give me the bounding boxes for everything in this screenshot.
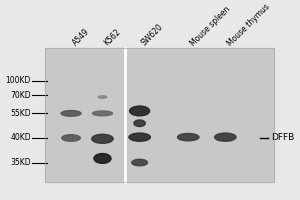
Text: 100KD: 100KD (6, 76, 31, 85)
Ellipse shape (178, 133, 199, 141)
Ellipse shape (92, 111, 112, 116)
Ellipse shape (62, 135, 80, 141)
Bar (45, 48, 274, 182)
Ellipse shape (61, 111, 81, 116)
Text: 70KD: 70KD (11, 91, 31, 100)
Text: Mouse spleen: Mouse spleen (188, 4, 232, 48)
Ellipse shape (92, 134, 113, 143)
Text: Mouse thymus: Mouse thymus (225, 2, 271, 48)
Ellipse shape (129, 133, 150, 141)
Text: K562: K562 (103, 28, 123, 48)
Ellipse shape (98, 96, 107, 98)
Text: DFFB: DFFB (271, 133, 294, 142)
Ellipse shape (215, 133, 236, 141)
Ellipse shape (134, 120, 145, 127)
Text: 35KD: 35KD (11, 158, 31, 167)
Ellipse shape (94, 154, 111, 163)
Text: SW620: SW620 (140, 22, 165, 48)
Ellipse shape (132, 159, 148, 166)
Ellipse shape (130, 106, 150, 116)
Text: 40KD: 40KD (11, 133, 31, 142)
Text: 55KD: 55KD (11, 109, 31, 118)
Bar (45, 48, 274, 182)
Text: A549: A549 (71, 27, 92, 48)
